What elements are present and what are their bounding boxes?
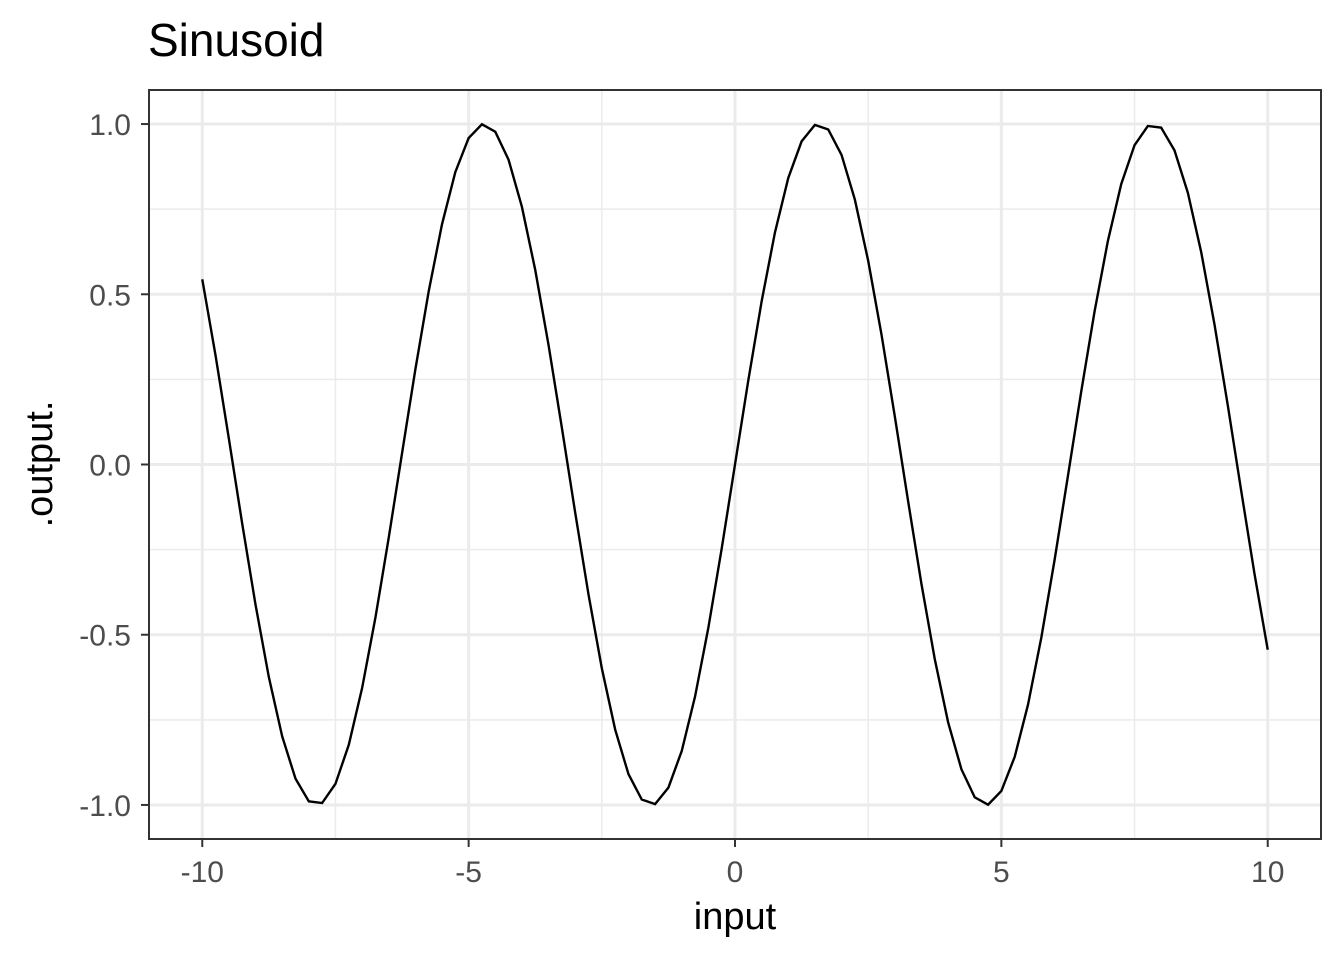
x-tick-label-4: 10 xyxy=(1251,856,1284,889)
x-axis-title: input xyxy=(694,896,777,938)
y-tick-label-0: -1.0 xyxy=(79,790,131,823)
y-axis-title: .output. xyxy=(19,401,61,528)
sinusoid-line xyxy=(201,122,1269,807)
y-tick-label-3: 0.5 xyxy=(89,279,131,312)
x-tick-label-3: 5 xyxy=(993,856,1010,889)
x-tick-label-0: -10 xyxy=(181,856,224,889)
plot-panel xyxy=(148,89,1322,840)
y-tick-label-2: 0.0 xyxy=(89,450,131,483)
y-tick-label-1: -0.5 xyxy=(79,620,131,653)
x-axis: -10 -5 0 5 10 xyxy=(181,839,1284,889)
x-tick-label-2: 0 xyxy=(727,856,744,889)
y-axis: -1.0 -0.5 0.0 0.5 1.0 xyxy=(79,109,149,823)
y-tick-label-4: 1.0 xyxy=(89,109,131,142)
chart-title: Sinusoid xyxy=(148,14,324,66)
x-tick-label-1: -5 xyxy=(455,856,482,889)
